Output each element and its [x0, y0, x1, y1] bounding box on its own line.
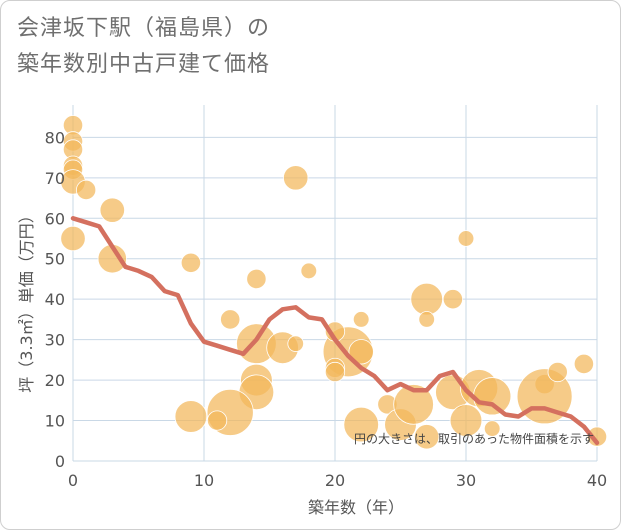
y-axis-label: 坪（3.3㎡）単価（万円）	[17, 207, 36, 392]
bubble-point	[457, 230, 475, 247]
y-tick-label: 70	[45, 169, 65, 188]
bubble-point	[573, 353, 595, 375]
bubble-point	[442, 289, 463, 310]
y-tick-label: 10	[45, 412, 65, 431]
bubble-point	[449, 404, 483, 437]
y-tick-label: 20	[45, 371, 65, 390]
x-tick-label: 40	[587, 471, 607, 490]
bubble-point	[586, 426, 608, 447]
y-tick-label: 40	[45, 290, 65, 309]
x-tick-label: 30	[456, 471, 476, 490]
trend-series	[70, 216, 600, 446]
bubble-point	[352, 311, 370, 328]
x-tick-label: 0	[68, 471, 78, 490]
chart-title: 会津坂下駅（福島県）の 築年数別中古戸建て価格	[17, 16, 271, 77]
bubble-point	[547, 361, 568, 383]
y-tick-label: 30	[45, 331, 65, 350]
y-tick-label: 80	[45, 128, 65, 147]
bubble-size-note: 円の大きさは、取引のあった物件面積を示す	[354, 431, 594, 446]
bubble-point	[393, 384, 434, 425]
y-tick-label: 50	[45, 250, 65, 269]
bubble-point	[348, 339, 374, 365]
bubble-series	[60, 115, 608, 450]
bubble-point	[76, 179, 97, 201]
tick-labels: 0 10 20 30 40 0 10 20 30 40 50 60 70 80	[45, 128, 608, 490]
grid	[72, 105, 598, 462]
bubble-point	[287, 335, 304, 352]
trend-line	[70, 216, 600, 446]
bubble-point	[343, 406, 379, 443]
y-tick-label: 0	[55, 452, 65, 471]
bubble-point	[283, 165, 309, 191]
bubble-point	[410, 282, 444, 316]
bubble-point	[414, 424, 440, 450]
x-tick-label: 10	[194, 471, 214, 490]
x-axis-label: 築年数（年）	[308, 498, 404, 517]
bubble-point	[483, 420, 501, 437]
bubble-point	[60, 225, 86, 252]
x-tick-label: 20	[325, 471, 345, 490]
bubble-point	[418, 311, 435, 328]
y-tick-label: 60	[45, 209, 65, 228]
bubble-point	[473, 377, 512, 416]
bubble-point	[180, 252, 201, 273]
bubble-point	[300, 262, 318, 280]
bubble-point	[324, 361, 346, 383]
bubble-point	[246, 268, 267, 290]
bubble-point	[174, 400, 208, 433]
bubble-point	[207, 410, 228, 431]
bubble-point	[220, 309, 241, 330]
bubble-point	[99, 197, 125, 223]
